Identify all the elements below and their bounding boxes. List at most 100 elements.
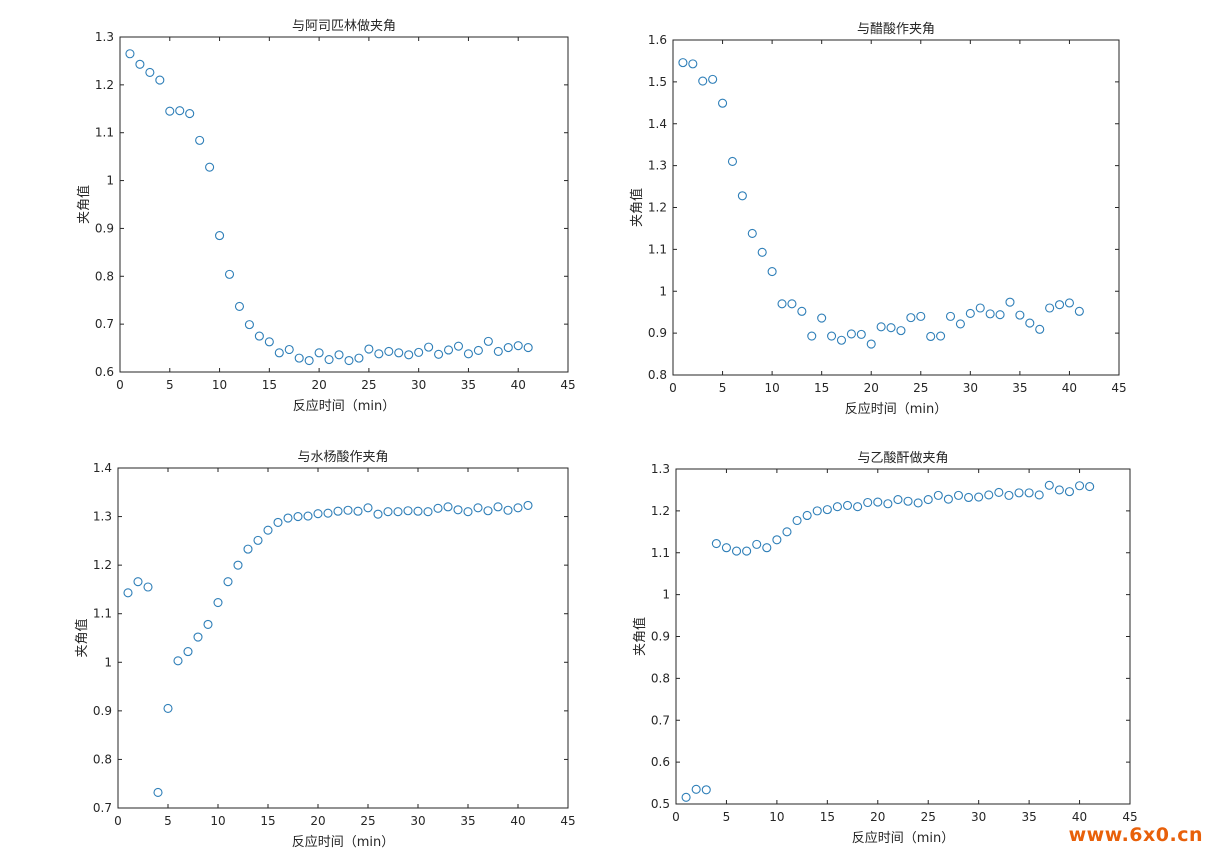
data-point: [926, 331, 936, 342]
x-tick-label: 30: [963, 381, 978, 395]
data-point: [353, 506, 363, 516]
data-point: [965, 308, 975, 318]
chart-title: 与醋酸作夹角: [857, 21, 935, 37]
y-tick-label: 0.7: [651, 713, 670, 727]
data-point: [727, 156, 738, 166]
data-point: [708, 74, 718, 84]
x-tick-label: 5: [166, 378, 174, 392]
data-point: [313, 509, 323, 519]
data-point: [876, 322, 886, 332]
data-point: [1054, 485, 1064, 495]
chart-panels: 0 5 10 15 20 25 30 35 40 450.60.70.80.911.11.21.3…: [74, 19, 1138, 850]
x-tick-label: 45: [560, 814, 575, 828]
x-tick-label: 45: [1122, 810, 1137, 824]
data-point: [264, 337, 274, 347]
data-point: [718, 98, 728, 108]
x-tick-label: 15: [262, 378, 277, 392]
y-tick-label: 0.8: [651, 671, 670, 685]
data-point: [263, 525, 273, 535]
data-point: [293, 512, 303, 522]
y-tick-label: 1.1: [95, 126, 114, 140]
plot-area: [119, 36, 569, 373]
data-point: [314, 348, 324, 358]
data-point: [681, 792, 691, 802]
x-tick-label: 15: [260, 814, 275, 828]
x-tick-label: 25: [921, 810, 936, 824]
data-point: [513, 503, 523, 513]
y-tick-label: 0.8: [648, 368, 667, 382]
data-point: [443, 345, 454, 355]
y-tick-label: 1.3: [651, 462, 670, 476]
data-point: [933, 490, 943, 500]
x-tick-label: 5: [723, 810, 731, 824]
x-tick-label: 40: [1072, 810, 1087, 824]
data-point: [374, 349, 384, 359]
data-point: [883, 499, 893, 509]
data-point: [274, 348, 284, 358]
data-point: [523, 500, 533, 510]
data-point: [701, 785, 711, 795]
data-point: [731, 546, 742, 556]
data-point: [473, 345, 483, 356]
x-tick-label: 20: [870, 810, 885, 824]
y-tick-label: 0.9: [651, 630, 670, 644]
data-point: [523, 343, 533, 353]
data-point: [953, 490, 964, 500]
y-tick-label: 1.2: [95, 78, 114, 92]
data-point: [873, 497, 883, 507]
x-tick-label: 40: [511, 378, 526, 392]
x-tick-label: 30: [411, 378, 426, 392]
data-point: [323, 508, 333, 518]
data-point: [205, 162, 215, 172]
data-point: [1085, 482, 1095, 492]
data-point: [777, 299, 787, 309]
data-point: [443, 502, 453, 512]
data-point: [964, 492, 974, 503]
data-point: [721, 543, 731, 553]
x-tick-label: 0: [672, 810, 680, 824]
data-point: [1064, 487, 1075, 497]
chart-panel-3: 0 5 10 15 20 25 30 35 40 45 0.7 0.8 0.9 1 1.1 1.2 1.3 1.4…: [74, 450, 576, 850]
data-point: [1025, 318, 1035, 328]
y-tick-label: 1.6: [648, 33, 667, 47]
x-tick-label: 5: [164, 814, 172, 828]
data-point: [175, 106, 185, 116]
x-tick-label: 0: [116, 378, 124, 392]
data-point: [886, 323, 896, 333]
y-tick-label: 0.7: [93, 801, 112, 815]
data-point: [827, 331, 837, 341]
data-point: [856, 329, 866, 339]
data-point: [193, 632, 203, 642]
x-tick-label: 40: [1062, 381, 1077, 395]
data-point: [812, 506, 822, 516]
y-tick-label: 0.7: [95, 317, 114, 331]
x-tick-label: 35: [1021, 810, 1036, 824]
data-point: [294, 353, 304, 363]
data-point: [213, 597, 223, 608]
data-point: [434, 349, 444, 359]
data-point: [832, 502, 842, 512]
plot-area: [672, 39, 1120, 376]
data-point: [1064, 298, 1074, 308]
data-point: [463, 349, 473, 359]
y-tick-label: 0.9: [93, 704, 112, 718]
data-point: [737, 191, 747, 201]
data-point: [994, 487, 1004, 498]
chart-panel-4: 0 5 10 15 20 25 30 35 40 45 0.5 0.6 0.7 0.8 0.9 1 1.1 1.2…: [632, 451, 1138, 846]
data-point: [223, 577, 233, 587]
data-point: [344, 355, 354, 366]
data-point: [155, 75, 165, 85]
x-axis-label: 反应时间（min）: [845, 401, 948, 417]
data-point: [995, 310, 1005, 320]
data-point: [1075, 481, 1085, 491]
y-tick-label: 0.9: [95, 221, 114, 235]
y-axis-label: 夹角值: [76, 185, 92, 224]
data-point: [984, 490, 994, 500]
data-point: [133, 577, 143, 587]
data-point: [145, 67, 155, 77]
x-tick-label: 10: [769, 810, 784, 824]
data-point: [173, 656, 183, 666]
data-point: [1074, 306, 1084, 316]
y-tick-label: 1.3: [93, 510, 112, 524]
y-tick-label: 1.4: [93, 461, 112, 475]
